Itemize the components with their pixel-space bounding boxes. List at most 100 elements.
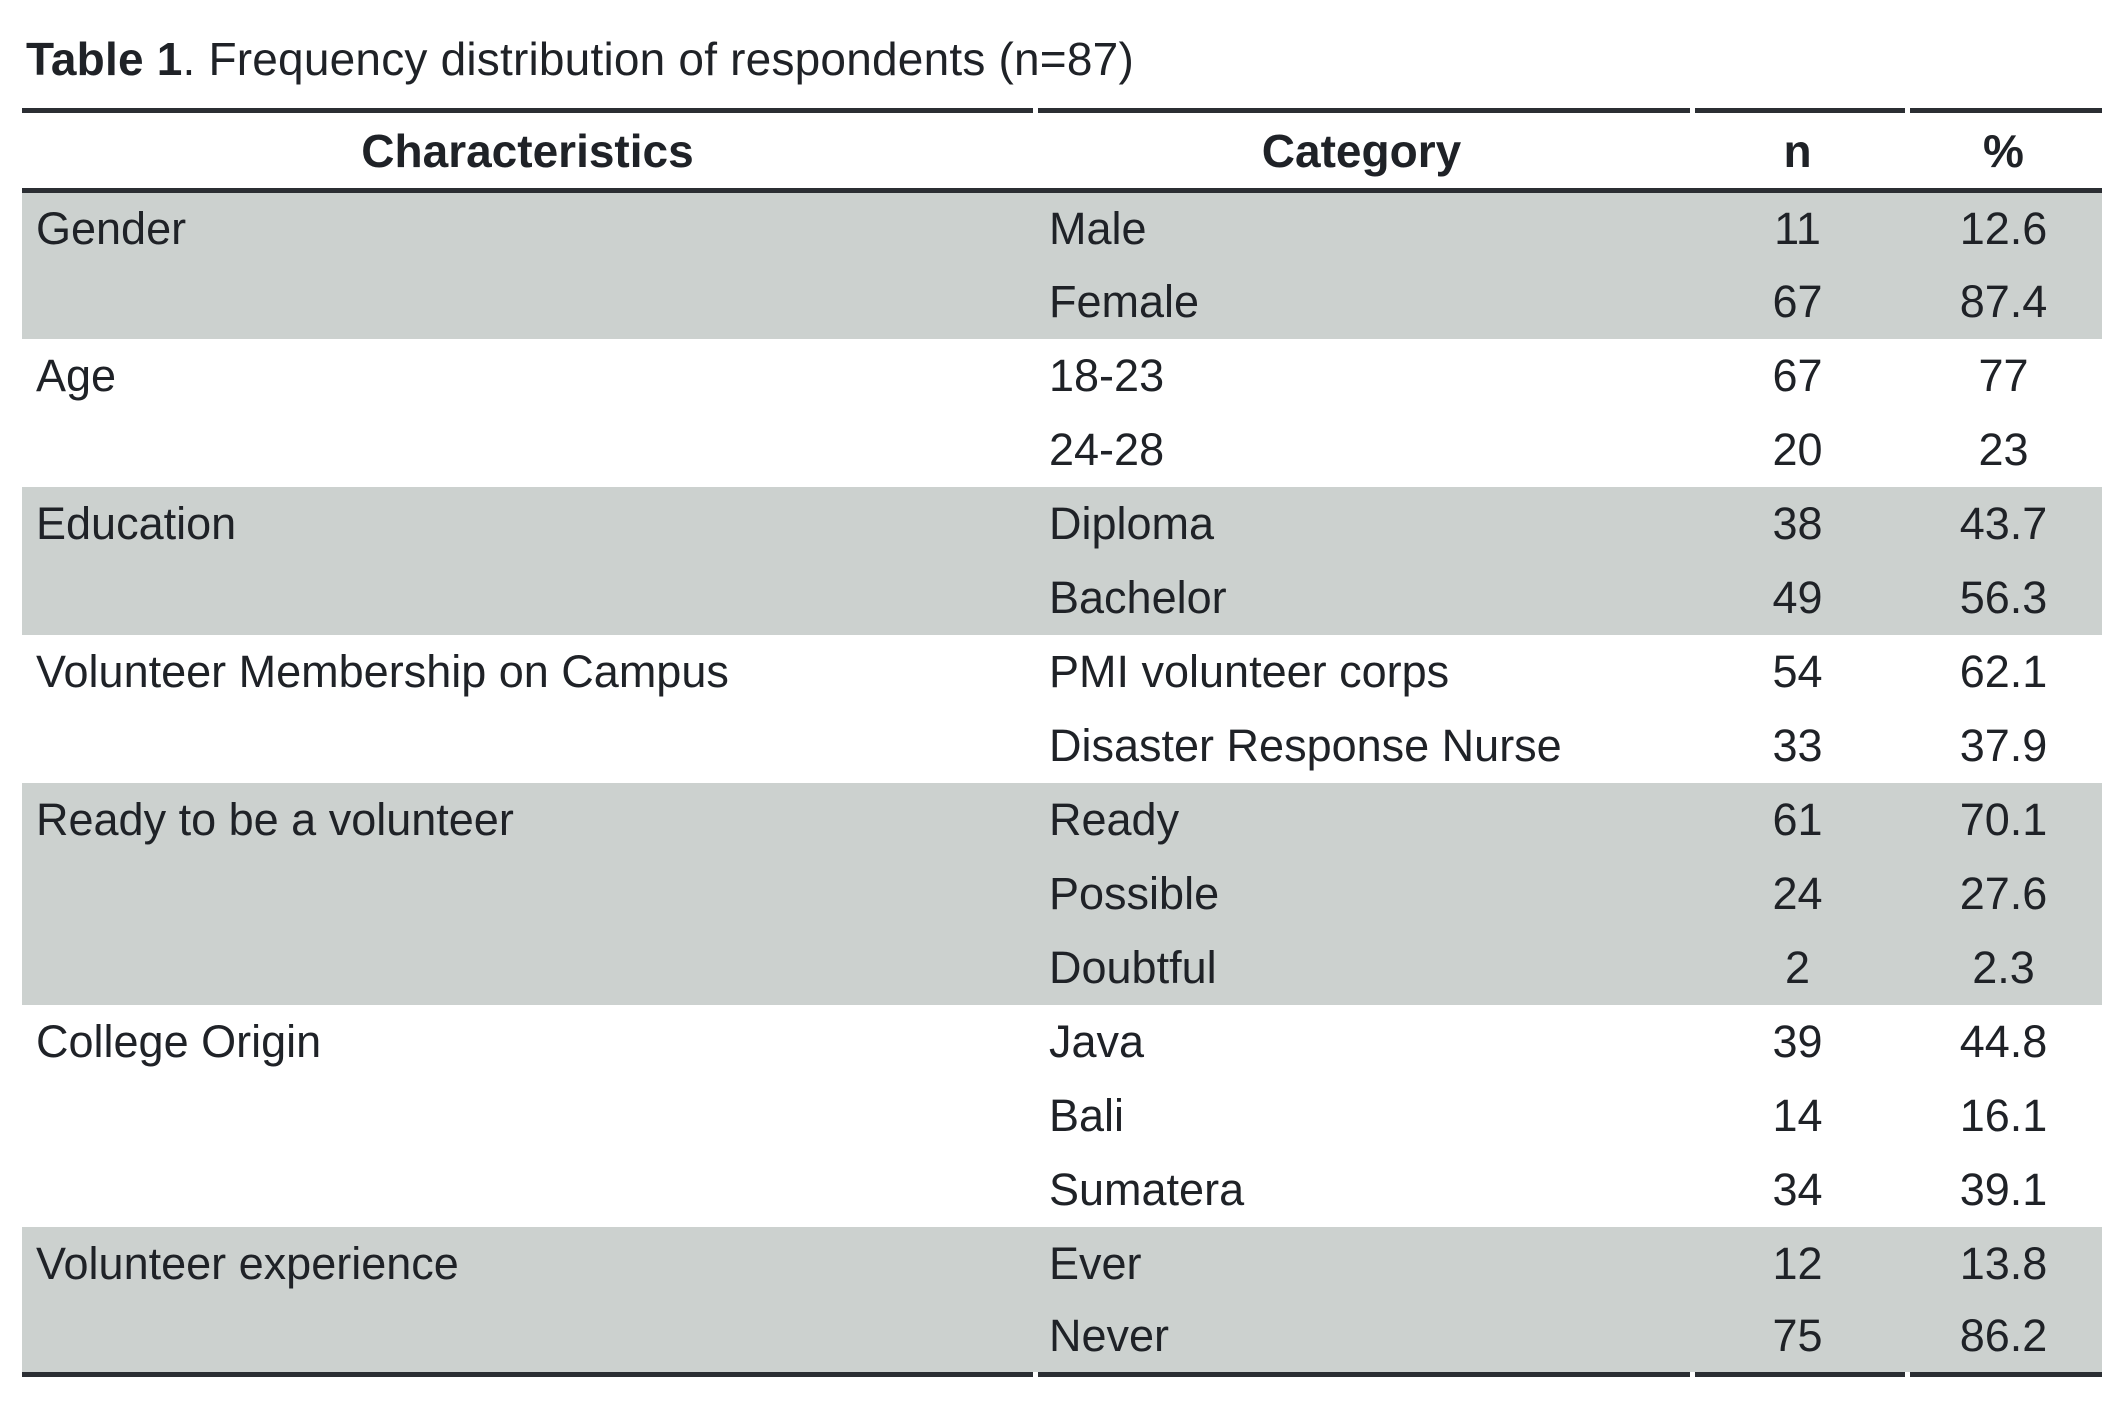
rule-notch <box>1905 1372 1910 1377</box>
category-cell: 24-28 <box>1033 412 1690 487</box>
category-cell: Female <box>1033 264 1690 339</box>
rule-notch <box>1033 183 1038 188</box>
n-cell: 39 <box>1690 1004 1905 1079</box>
n-cell: 67 <box>1690 264 1905 339</box>
table-row: Volunteer Membership on Campus PMI volunt… <box>22 634 2102 709</box>
characteristic-cell: Gender <box>22 190 1033 265</box>
table-row: Doubtful 2 2.3 <box>22 930 2102 1005</box>
category-cell: Disaster Response Nurse <box>1033 708 1690 783</box>
category-cell: Never <box>1033 1300 1690 1377</box>
percent-cell: 2.3 <box>1905 930 2102 1005</box>
table-caption-label: Table 1 <box>26 33 183 85</box>
percent-cell: 44.8 <box>1905 1004 2102 1079</box>
category-cell: Diploma <box>1033 486 1690 561</box>
table-caption-text: . Frequency distribution of respondents … <box>182 33 1134 85</box>
table-row: Bali 14 16.1 <box>22 1078 2102 1153</box>
table-row: Bachelor 49 56.3 <box>22 560 2102 635</box>
category-cell: Sumatera <box>1033 1152 1690 1227</box>
rule-notch <box>1905 183 1910 188</box>
category-cell: PMI volunteer corps <box>1033 634 1690 709</box>
characteristic-cell <box>22 1152 1033 1227</box>
n-cell: 61 <box>1690 782 1905 857</box>
percent-cell: 37.9 <box>1905 708 2102 783</box>
n-cell: 34 <box>1690 1152 1905 1227</box>
n-cell: 2 <box>1690 930 1905 1005</box>
category-cell: Possible <box>1033 856 1690 931</box>
col-header-n: n <box>1690 108 1905 193</box>
n-cell: 54 <box>1690 634 1905 709</box>
rule-notch <box>1690 108 1695 113</box>
characteristic-cell <box>22 412 1033 487</box>
n-cell: 20 <box>1690 412 1905 487</box>
category-cell: Doubtful <box>1033 930 1690 1005</box>
n-cell: 14 <box>1690 1078 1905 1153</box>
table-row: Disaster Response Nurse 33 37.9 <box>22 708 2102 783</box>
table-row: Sumatera 34 39.1 <box>22 1152 2102 1227</box>
rule-notch <box>1033 1372 1038 1377</box>
category-cell: Java <box>1033 1004 1690 1079</box>
table-row: College Origin Java 39 44.8 <box>22 1004 2102 1079</box>
n-cell: 24 <box>1690 856 1905 931</box>
percent-cell: 13.8 <box>1905 1226 2102 1301</box>
percent-cell: 77 <box>1905 338 2102 413</box>
table-caption: Table 1. Frequency distribution of respo… <box>26 34 1134 85</box>
n-cell: 38 <box>1690 486 1905 561</box>
characteristic-cell: College Origin <box>22 1004 1033 1079</box>
category-cell: Bali <box>1033 1078 1690 1153</box>
table-row: Female 67 87.4 <box>22 264 2102 339</box>
characteristic-cell <box>22 708 1033 783</box>
percent-cell: 56.3 <box>1905 560 2102 635</box>
percent-cell: 43.7 <box>1905 486 2102 561</box>
rule-notch <box>1690 183 1695 188</box>
n-cell: 49 <box>1690 560 1905 635</box>
characteristic-cell: Education <box>22 486 1033 561</box>
characteristic-cell <box>22 560 1033 635</box>
table-row: Never 75 86.2 <box>22 1300 2102 1377</box>
frequency-table-wrap: Characteristics Category n % Gender Male 1… <box>22 108 2102 1377</box>
percent-cell: 70.1 <box>1905 782 2102 857</box>
characteristic-cell <box>22 930 1033 1005</box>
percent-cell: 23 <box>1905 412 2102 487</box>
category-cell: Male <box>1033 190 1690 265</box>
category-cell: Ever <box>1033 1226 1690 1301</box>
percent-cell: 27.6 <box>1905 856 2102 931</box>
rule-notch <box>1905 108 1910 113</box>
table-row: 24-28 20 23 <box>22 412 2102 487</box>
frequency-table: Characteristics Category n % Gender Male 1… <box>22 108 2102 1377</box>
col-header-characteristics: Characteristics <box>22 108 1033 193</box>
characteristic-cell <box>22 264 1033 339</box>
col-header-category: Category <box>1033 108 1690 193</box>
percent-cell: 62.1 <box>1905 634 2102 709</box>
characteristic-cell: Volunteer Membership on Campus <box>22 634 1033 709</box>
table-row: Ready to be a volunteer Ready 61 70.1 <box>22 782 2102 857</box>
n-cell: 75 <box>1690 1300 1905 1377</box>
table-row: Gender Male 11 12.6 <box>22 190 2102 265</box>
percent-cell: 16.1 <box>1905 1078 2102 1153</box>
category-cell: Bachelor <box>1033 560 1690 635</box>
n-cell: 11 <box>1690 190 1905 265</box>
percent-cell: 86.2 <box>1905 1300 2102 1377</box>
table-row: Volunteer experience Ever 12 13.8 <box>22 1226 2102 1301</box>
table-row: Possible 24 27.6 <box>22 856 2102 931</box>
n-cell: 67 <box>1690 338 1905 413</box>
characteristic-cell <box>22 856 1033 931</box>
percent-cell: 12.6 <box>1905 190 2102 265</box>
table-body: Gender Male 11 12.6 Female 67 87.4 Age 18-23 67 77… <box>22 190 2102 1377</box>
characteristic-cell: Volunteer experience <box>22 1226 1033 1301</box>
table-row: Age 18-23 67 77 <box>22 338 2102 413</box>
characteristic-cell <box>22 1300 1033 1377</box>
n-cell: 33 <box>1690 708 1905 783</box>
percent-cell: 39.1 <box>1905 1152 2102 1227</box>
category-cell: 18-23 <box>1033 338 1690 413</box>
characteristic-cell: Ready to be a volunteer <box>22 782 1033 857</box>
characteristic-cell <box>22 1078 1033 1153</box>
n-cell: 12 <box>1690 1226 1905 1301</box>
rule-notch <box>1033 108 1038 113</box>
characteristic-cell: Age <box>22 338 1033 413</box>
percent-cell: 87.4 <box>1905 264 2102 339</box>
table-row: Education Diploma 38 43.7 <box>22 486 2102 561</box>
col-header-percent: % <box>1905 108 2102 193</box>
rule-notch <box>1690 1372 1695 1377</box>
table-header-row: Characteristics Category n % <box>22 108 2102 193</box>
